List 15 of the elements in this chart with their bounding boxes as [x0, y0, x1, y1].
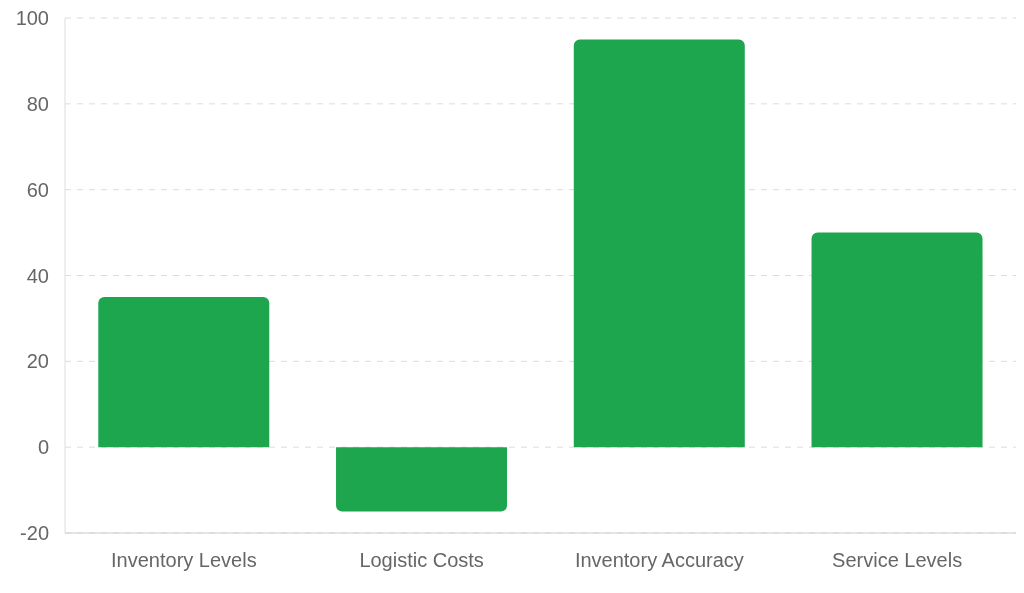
x-tick-label: Inventory Accuracy — [574, 549, 744, 572]
y-tick-label: 40 — [26, 264, 49, 287]
x-tick-label: Logistic Costs — [359, 549, 484, 572]
bar — [811, 232, 983, 448]
y-tick-label: 80 — [26, 92, 49, 115]
y-tick-label: 20 — [26, 350, 49, 373]
bar — [98, 296, 270, 448]
x-tick-label: Service Levels — [832, 549, 963, 572]
bar — [573, 39, 745, 448]
y-tick-label: 100 — [15, 7, 49, 30]
x-tick-label: Inventory Levels — [111, 549, 257, 572]
y-tick-label: 0 — [37, 436, 49, 459]
y-tick-label: -20 — [20, 522, 49, 545]
bar — [336, 447, 508, 512]
y-tick-label: 60 — [26, 178, 49, 201]
